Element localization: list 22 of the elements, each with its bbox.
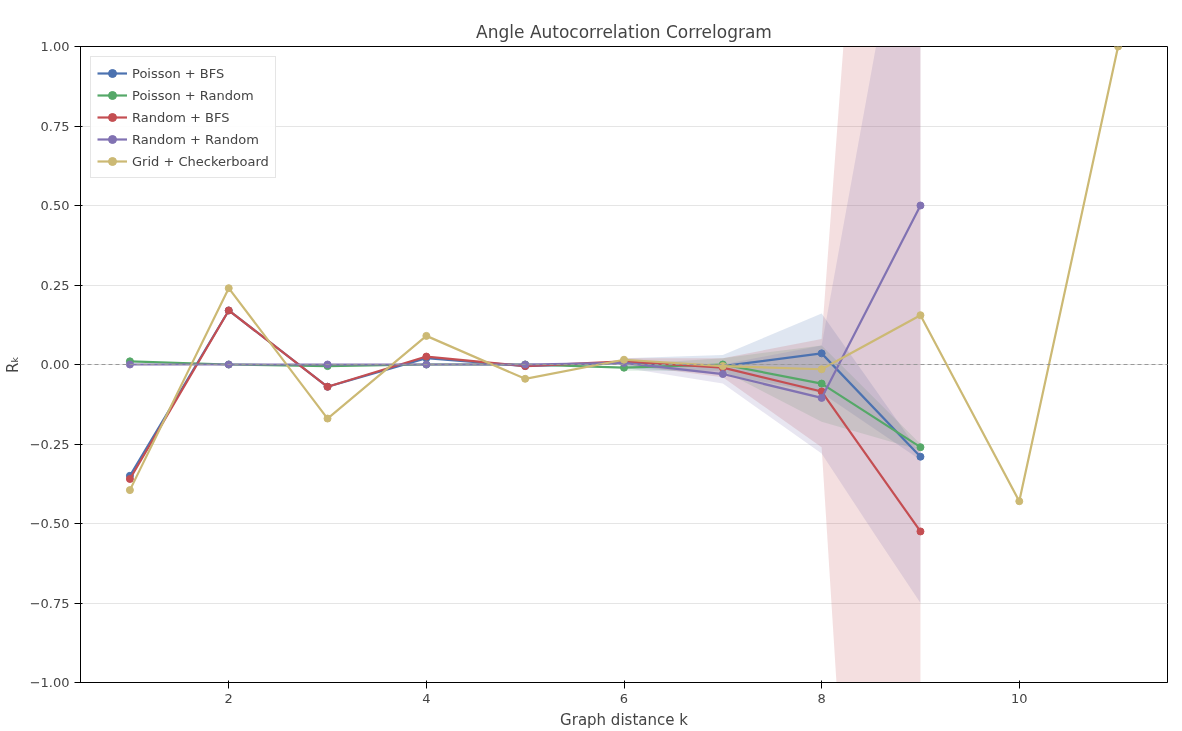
x-tick-label: 2	[224, 690, 233, 706]
y-tick-label: −0.25	[29, 436, 70, 452]
y-axis-title: Rₖ	[3, 356, 22, 373]
chart-title: Angle Autocorrelation Correlogram	[476, 21, 772, 42]
y-tick-label: −0.50	[29, 516, 70, 531]
y-tick-label: −1.00	[29, 675, 70, 690]
legend-label: Poisson + Random	[132, 87, 254, 103]
y-tick-label: −0.75	[29, 595, 70, 611]
legend-label: Grid + Checkerboard	[132, 153, 269, 169]
x-tick-label: 10	[1011, 690, 1028, 706]
x-tick-label: 6	[619, 690, 629, 706]
x-tick-label: 4	[422, 690, 431, 706]
y-tick-label: 0.00	[40, 357, 70, 372]
x-axis-title: Graph distance k	[560, 710, 689, 729]
y-tick-label: 0.50	[40, 198, 70, 213]
x-tick-label: 8	[817, 690, 826, 706]
y-tick-label: 0.75	[40, 118, 70, 134]
legend-label: Poisson + BFS	[132, 65, 225, 81]
legend-label: Random + Random	[132, 131, 259, 147]
y-tick-label: 1.00	[40, 39, 70, 54]
legend-label: Random + BFS	[132, 109, 230, 125]
y-tick-label: 0.25	[40, 277, 70, 293]
